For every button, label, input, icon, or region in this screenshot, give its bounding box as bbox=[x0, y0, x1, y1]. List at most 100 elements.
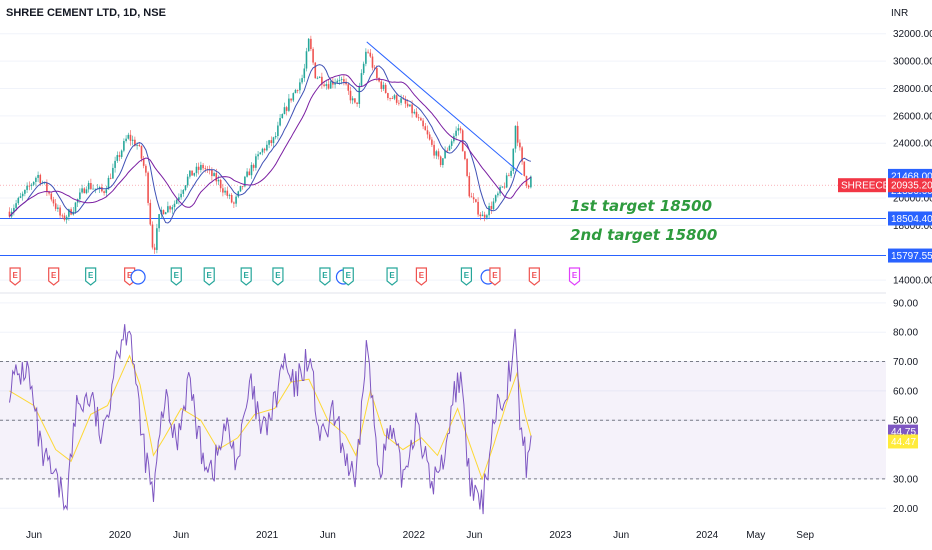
earnings-marker-label: E bbox=[12, 271, 18, 280]
candle-body bbox=[213, 173, 215, 177]
candle-body bbox=[354, 98, 356, 103]
candle-body bbox=[428, 134, 431, 140]
rsi-tick-label: 70.00 bbox=[893, 357, 918, 368]
candle-body bbox=[283, 107, 286, 115]
candle-body bbox=[349, 90, 352, 101]
candle-body bbox=[347, 84, 350, 91]
candle-body bbox=[68, 209, 70, 217]
candle-body bbox=[270, 140, 273, 144]
time-tick-label: 2023 bbox=[549, 530, 572, 541]
candle-body bbox=[164, 212, 167, 215]
candle-body bbox=[406, 103, 409, 107]
time-tick-label: Jun bbox=[613, 530, 629, 541]
candle-body bbox=[323, 84, 325, 86]
candle-body bbox=[19, 196, 22, 198]
candle-body bbox=[336, 80, 339, 83]
price-tick-label: 14000.00 bbox=[893, 276, 932, 287]
price-axis[interactable]: 32000.00 30000.00 28000.00 26000.00 24000.00… bbox=[893, 29, 932, 286]
candle-body bbox=[65, 216, 68, 220]
candle-body bbox=[239, 186, 242, 192]
candle-body bbox=[61, 215, 64, 217]
time-tick-label: Jun bbox=[320, 530, 336, 541]
candle-body bbox=[167, 206, 169, 213]
rsi-tick-label: 60.00 bbox=[893, 386, 918, 397]
candle-body bbox=[327, 84, 330, 89]
time-tick-label: 2020 bbox=[109, 530, 132, 541]
candle-body bbox=[228, 194, 231, 196]
candle-body bbox=[343, 79, 345, 82]
candle-body bbox=[420, 118, 422, 121]
candle-body bbox=[450, 141, 453, 146]
candle-body bbox=[389, 98, 391, 99]
earnings-marker-label: E bbox=[532, 271, 538, 280]
candle-body bbox=[134, 139, 136, 146]
price-tick-label: 18000.00 bbox=[893, 221, 932, 232]
candle-body bbox=[358, 85, 361, 104]
candle-body bbox=[28, 185, 31, 187]
time-tick-label: Jun bbox=[466, 530, 482, 541]
candle-body bbox=[483, 214, 486, 218]
candle-body bbox=[173, 203, 176, 208]
earnings-marker bbox=[528, 267, 540, 286]
candle-body bbox=[477, 201, 479, 215]
candle-body bbox=[105, 189, 108, 193]
candle-body bbox=[281, 114, 284, 119]
candle-body bbox=[131, 139, 134, 141]
level-badge-bg bbox=[888, 211, 932, 226]
candle-body bbox=[79, 192, 81, 200]
trend-line[interactable] bbox=[366, 41, 523, 176]
ticker-badge-bg bbox=[838, 178, 886, 193]
candle-body bbox=[57, 207, 59, 209]
candle-body bbox=[303, 68, 306, 79]
rsi-axis[interactable]: 90.00 80.00 70.00 60.00 50.00 30.00 20.00 bbox=[893, 298, 918, 514]
candle-body bbox=[261, 148, 264, 153]
candle-body bbox=[468, 176, 471, 197]
candle-body bbox=[112, 167, 114, 179]
candle-body bbox=[292, 93, 295, 101]
candle-body bbox=[182, 189, 185, 194]
candle-body bbox=[519, 142, 521, 148]
candle-body bbox=[455, 130, 457, 136]
candle-body bbox=[204, 168, 207, 170]
candle-body bbox=[486, 215, 488, 218]
earnings-marker-label: E bbox=[207, 271, 213, 280]
candle-body bbox=[479, 214, 482, 217]
candle-body bbox=[314, 62, 317, 79]
earnings-marker-label: E bbox=[275, 271, 281, 280]
price-tick-label: 26000.00 bbox=[893, 111, 932, 122]
candle-body bbox=[109, 177, 112, 179]
candle-body bbox=[81, 188, 83, 193]
candle-body bbox=[466, 159, 468, 177]
candle-body bbox=[503, 186, 506, 188]
candle-body bbox=[481, 214, 484, 217]
earnings-marker bbox=[240, 267, 252, 286]
candle-body bbox=[63, 215, 66, 220]
candle-body bbox=[457, 128, 460, 131]
candle-body bbox=[516, 125, 519, 143]
time-tick-label: Jun bbox=[26, 530, 42, 541]
candle-body bbox=[514, 125, 517, 149]
time-axis[interactable]: Jun 2020 Jun 2021 Jun 2022 Jun 2023 Jun 2024 May Se… bbox=[26, 530, 815, 541]
candle-body bbox=[288, 98, 290, 111]
candle-body bbox=[118, 155, 121, 157]
candle-body bbox=[472, 197, 475, 200]
ma-fast-line bbox=[9, 64, 532, 224]
candle-body bbox=[193, 173, 196, 176]
candle-body bbox=[94, 188, 97, 190]
earnings-marker bbox=[48, 267, 60, 286]
target-annotation: 1st target 18500 bbox=[570, 197, 712, 215]
candle-body bbox=[316, 77, 319, 79]
candle-body bbox=[305, 51, 308, 69]
candle-body bbox=[43, 182, 46, 184]
candle-body bbox=[464, 151, 466, 160]
candle-body bbox=[510, 170, 512, 176]
candle-body bbox=[494, 195, 497, 202]
candle-body bbox=[162, 210, 165, 215]
candle-body bbox=[501, 186, 504, 188]
candle-body bbox=[59, 207, 61, 216]
earnings-marker-label: E bbox=[244, 271, 250, 280]
candle-body bbox=[136, 145, 138, 146]
candle-body bbox=[244, 176, 246, 187]
candle-body bbox=[437, 151, 440, 157]
